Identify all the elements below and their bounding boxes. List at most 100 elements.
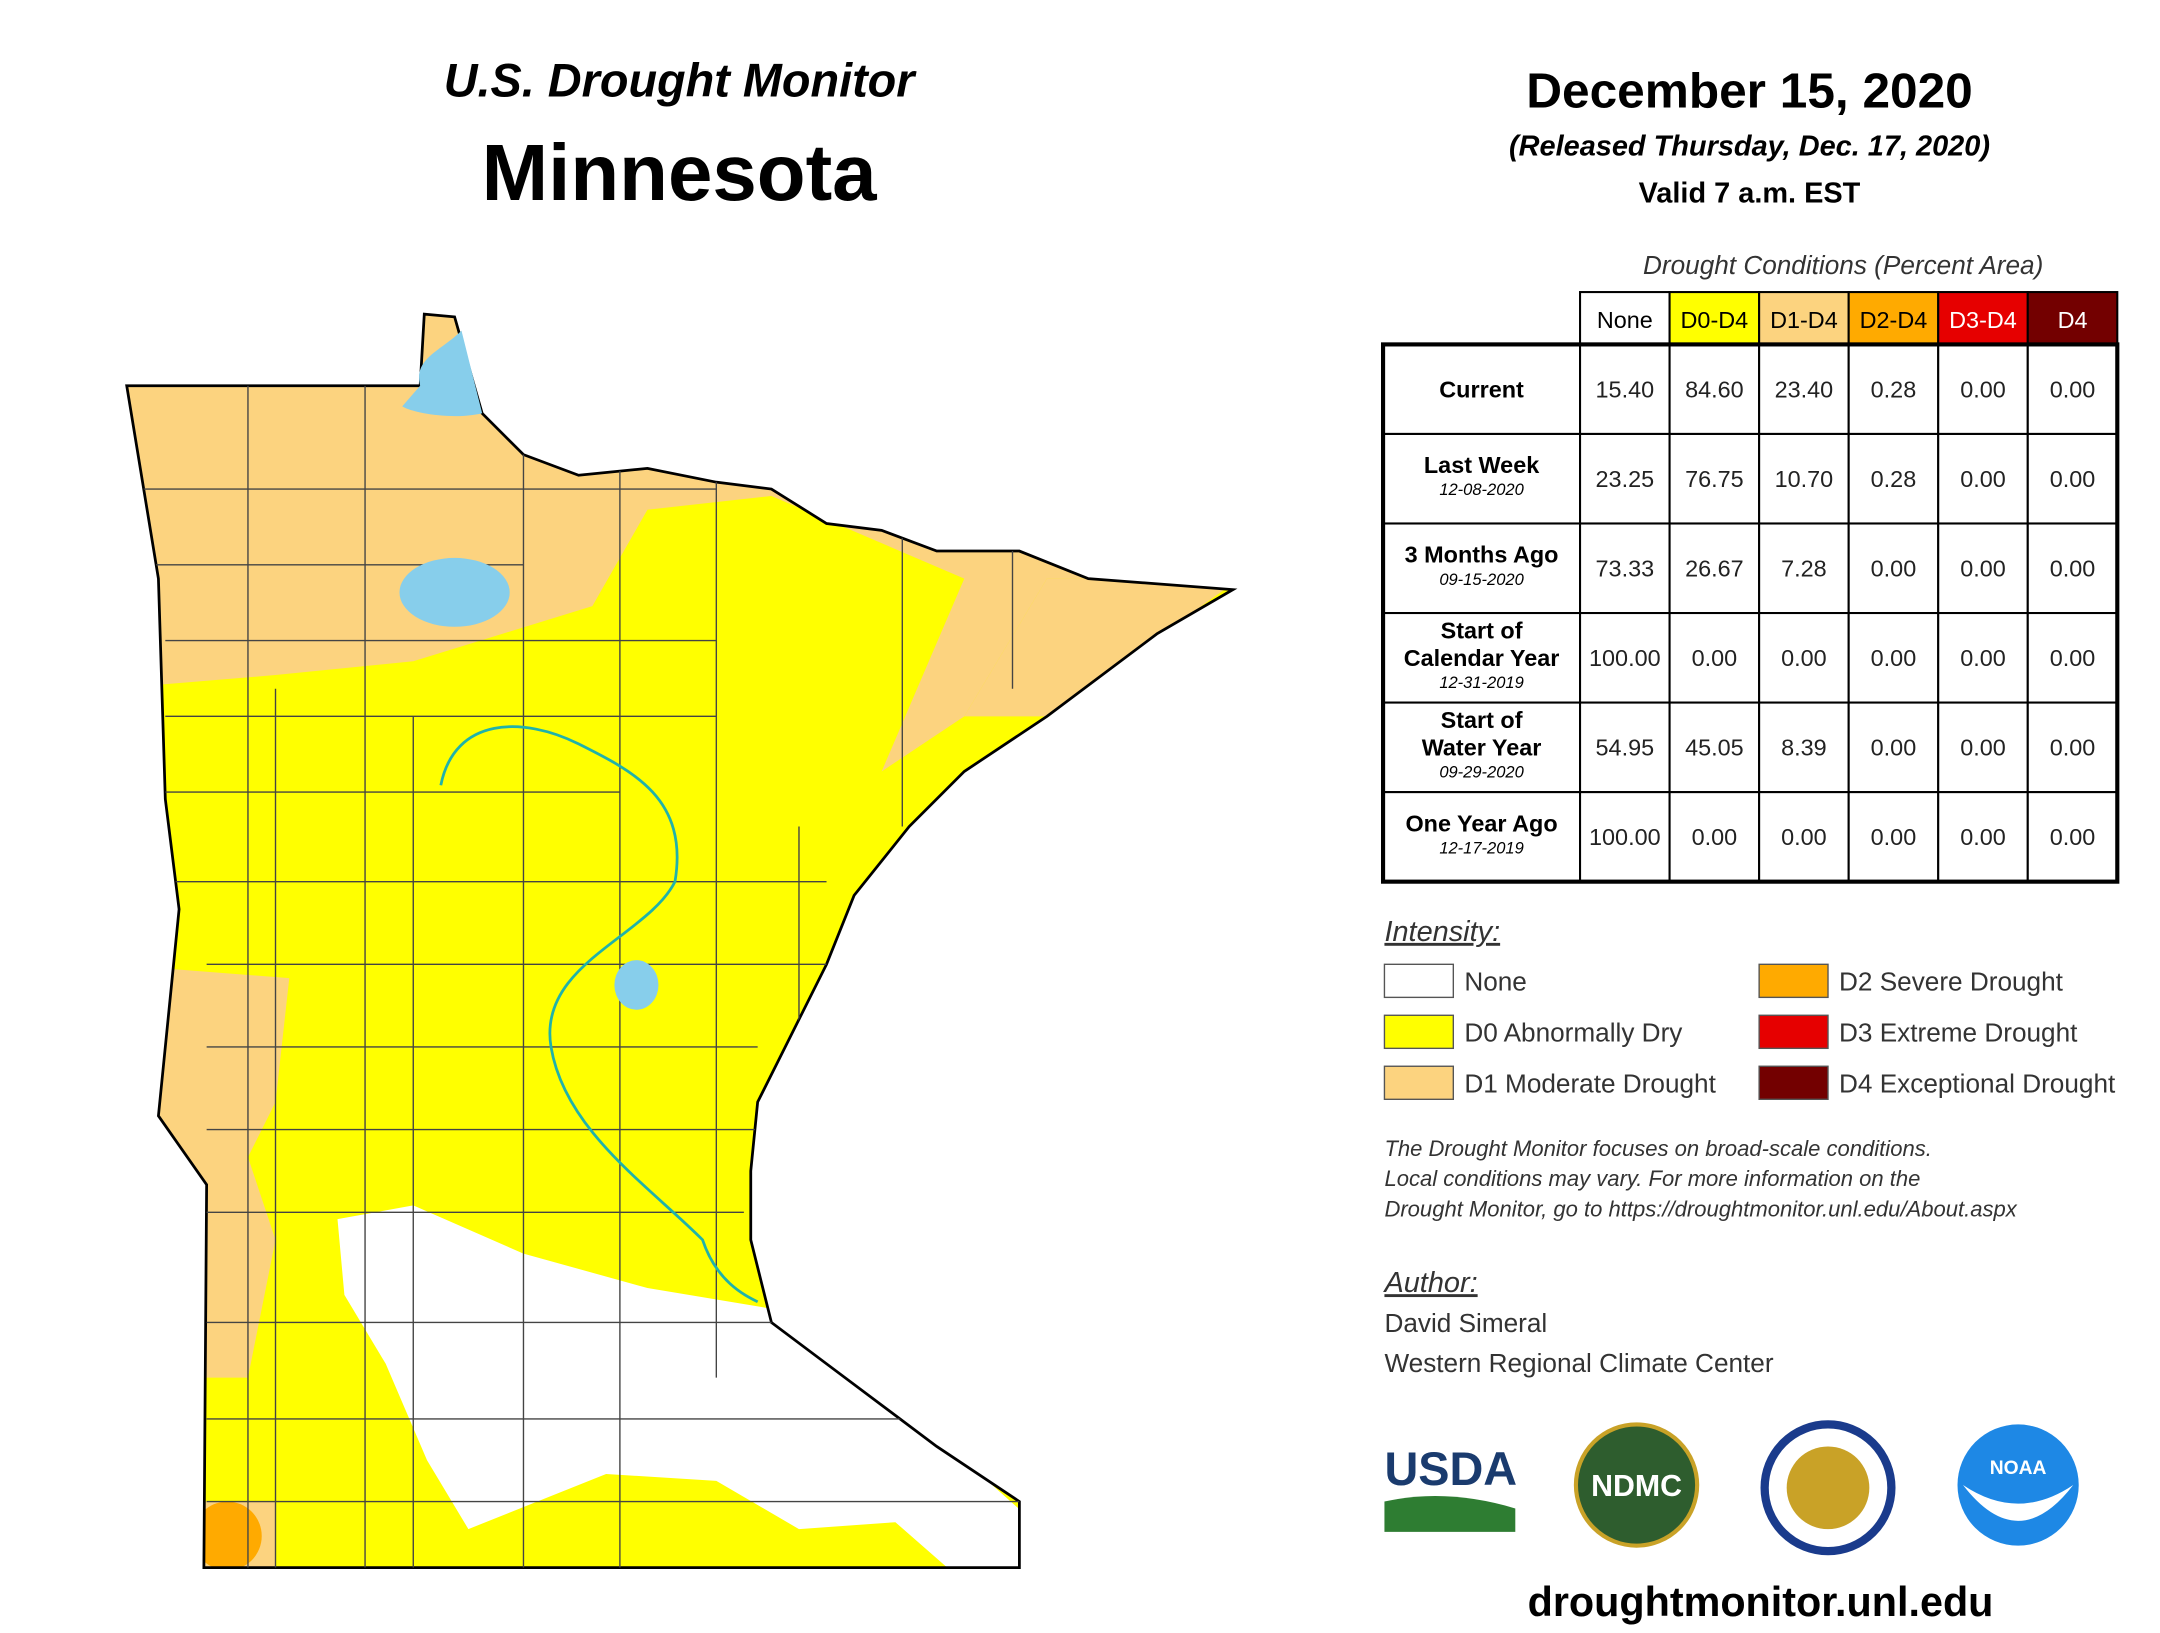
table-caption: Drought Conditions (Percent Area) — [1643, 250, 2043, 280]
table-value: 15.40 — [1596, 376, 1655, 402]
table-cell — [1668, 791, 1761, 883]
row-label: Start of — [1441, 618, 1523, 644]
row-label-cell — [1382, 791, 1582, 883]
table-cell — [1937, 612, 2029, 704]
table-value: 84.60 — [1685, 376, 1744, 402]
ndmc-logo: NDMC — [1591, 1470, 1682, 1503]
table-value: 0.00 — [1871, 645, 1917, 671]
table-cell — [1937, 432, 2029, 525]
usda-logo: USDA — [1384, 1443, 1517, 1495]
column-header: D0-D4 — [1681, 307, 1749, 333]
released-date: (Released Thursday, Dec. 17, 2020) — [1509, 131, 1990, 163]
note-line: The Drought Monitor focuses on broad-sca… — [1384, 1136, 1931, 1161]
table-value: 0.00 — [2050, 645, 2096, 671]
author-title: Author: — [1382, 1267, 1477, 1299]
table-value: 23.25 — [1596, 466, 1655, 492]
map-date: December 15, 2020 — [1526, 62, 1973, 118]
table-cell — [1847, 791, 1940, 883]
table-border — [1380, 342, 2120, 884]
state-name: Minnesota — [482, 128, 878, 217]
table-value: 54.95 — [1596, 735, 1655, 761]
table-value: 73.33 — [1596, 556, 1655, 582]
legend-label: D3 Extreme Drought — [1839, 1017, 2078, 1047]
legend-label: D2 Severe Drought — [1839, 966, 2064, 996]
table-value: 0.00 — [1871, 735, 1917, 761]
table-cell — [1847, 701, 1940, 794]
legend-swatch — [1383, 1065, 1455, 1100]
legend-label: None — [1464, 966, 1527, 996]
table-value: 0.00 — [2050, 824, 2096, 850]
author: David Simeral Western Regional Climate Ce… — [1384, 1308, 1773, 1378]
table-cell — [1847, 343, 1940, 435]
table-cell — [2026, 432, 2119, 525]
table-cell — [1758, 522, 1850, 615]
row-date: 09-29-2020 — [1439, 763, 1524, 782]
table-cell — [1937, 791, 2029, 883]
legend: None D0 Abnormally Dry D1 Moderate Drought… — [1383, 963, 2116, 1100]
table-cell — [1668, 432, 1761, 525]
table-value: 7.28 — [1781, 556, 1827, 582]
row-date: 12-31-2019 — [1439, 673, 1523, 692]
table-cell — [1758, 701, 1850, 794]
column-header: D2-D4 — [1860, 307, 1928, 333]
table-cell — [1579, 612, 1671, 704]
table-value: 0.00 — [1692, 824, 1738, 850]
row-label: 3 Months Ago — [1405, 542, 1559, 568]
valid-time: Valid 7 a.m. EST — [1639, 178, 1861, 210]
table-value: 100.00 — [1589, 824, 1661, 850]
table-value: 0.00 — [1960, 556, 2006, 582]
note-line: Drought Monitor, go to https://droughtmo… — [1384, 1196, 2017, 1221]
table-cell — [1579, 432, 1671, 525]
table-value: 0.00 — [1692, 645, 1738, 671]
table-value: 100.00 — [1589, 645, 1661, 671]
note-line: Local conditions may vary. For more info… — [1384, 1166, 1920, 1191]
column-header: D3-D4 — [1949, 307, 2017, 333]
table-cell — [1937, 522, 2029, 615]
table-value: 0.00 — [1871, 824, 1917, 850]
column-header: None — [1597, 307, 1653, 333]
row-label-cell — [1382, 432, 1582, 525]
table-value: 8.39 — [1781, 735, 1827, 761]
table-cell — [2026, 701, 2119, 794]
legend-label: D0 Abnormally Dry — [1464, 1017, 1683, 1047]
table-value: 0.00 — [2050, 376, 2096, 402]
table-value: 0.00 — [1960, 735, 2006, 761]
logos: USDA NDMC NOAA — [1384, 1420, 2079, 1556]
table-value: 0.00 — [1781, 824, 1827, 850]
row-label: Water Year — [1422, 735, 1542, 761]
legend-swatch — [1758, 1065, 1829, 1100]
table-cell — [1937, 343, 2029, 435]
table-cell — [2026, 612, 2119, 704]
row-label: Current — [1439, 376, 1524, 402]
table-value: 0.00 — [1960, 466, 2006, 492]
table-value: 0.00 — [1781, 645, 1827, 671]
table-cell — [1579, 343, 1671, 435]
legend-title: Intensity: — [1384, 916, 1500, 948]
table-value: 23.40 — [1775, 376, 1834, 402]
legend-swatch — [1383, 963, 1455, 999]
website-url[interactable]: droughtmonitor.unl.edu — [1528, 1579, 1994, 1625]
row-label: Calendar Year — [1404, 645, 1560, 671]
table-cell — [2026, 522, 2119, 615]
column-header-cell — [2026, 291, 2119, 346]
row-label: Last Week — [1424, 452, 1540, 478]
table-value: 0.28 — [1871, 466, 1917, 492]
note: The Drought Monitor focuses on broad-sca… — [1384, 1136, 2017, 1222]
table-value: 26.67 — [1685, 556, 1744, 582]
row-date: 12-08-2020 — [1439, 480, 1524, 499]
table-cell — [1668, 343, 1761, 435]
table-value: 0.00 — [1960, 376, 2006, 402]
table-value: 76.75 — [1685, 466, 1744, 492]
table-cell — [1758, 612, 1850, 704]
row-date: 12-17-2019 — [1439, 838, 1523, 857]
table-value: 0.00 — [1871, 556, 1917, 582]
legend-swatch — [1383, 1014, 1455, 1050]
table-cell — [1758, 791, 1850, 883]
table-value: 45.05 — [1685, 735, 1744, 761]
author-line: David Simeral — [1384, 1308, 1547, 1338]
table-value: 10.70 — [1775, 466, 1834, 492]
title: U.S. Drought Monitor — [444, 54, 918, 106]
noaa-logo: NOAA — [1990, 1458, 2047, 1479]
conditions-table: None D0-D4 D1-D4 D2-D4 D3-D4 D4 Current 15.40 84… — [1380, 291, 2120, 884]
